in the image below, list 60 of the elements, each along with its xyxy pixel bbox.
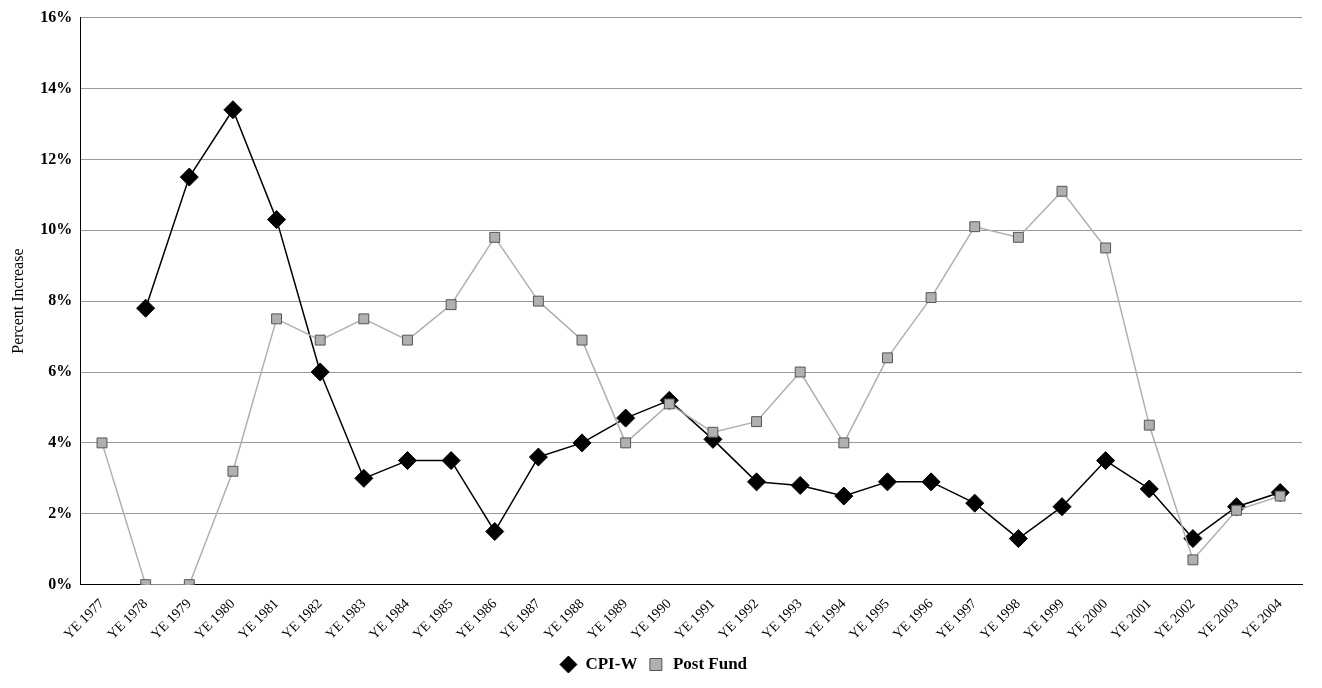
x-tick-label: YE 1991 bbox=[671, 595, 718, 642]
point bbox=[271, 313, 283, 325]
point bbox=[1187, 554, 1199, 566]
x-tick-label: YE 1981 bbox=[235, 595, 282, 642]
point bbox=[969, 221, 981, 233]
point bbox=[834, 486, 854, 506]
y-tick-label: 16% bbox=[40, 7, 73, 25]
point bbox=[1096, 451, 1116, 471]
y-tick-label: 6% bbox=[48, 362, 73, 380]
y-tick-label: 12% bbox=[40, 149, 73, 167]
point bbox=[397, 451, 417, 471]
point bbox=[572, 433, 592, 453]
point bbox=[1052, 497, 1072, 517]
point bbox=[445, 299, 457, 311]
point bbox=[485, 521, 505, 541]
point bbox=[136, 298, 156, 318]
point bbox=[314, 334, 326, 346]
point bbox=[528, 447, 548, 467]
point bbox=[1012, 231, 1024, 243]
y-tick-label: 10% bbox=[40, 220, 73, 238]
point bbox=[877, 472, 897, 492]
point bbox=[882, 352, 893, 364]
y-tick-label: 8% bbox=[48, 291, 73, 309]
point bbox=[227, 465, 239, 477]
point bbox=[1056, 185, 1068, 197]
point bbox=[838, 437, 850, 449]
point bbox=[921, 472, 941, 492]
y-tick-label: 4% bbox=[48, 433, 73, 451]
point bbox=[1143, 419, 1155, 431]
point bbox=[441, 451, 461, 471]
y-tick-label: 2% bbox=[48, 503, 73, 521]
point bbox=[707, 426, 719, 438]
point bbox=[358, 313, 370, 325]
point bbox=[179, 167, 199, 187]
point bbox=[747, 472, 767, 492]
y-tick-label: 14% bbox=[40, 78, 73, 96]
point bbox=[402, 334, 413, 346]
point bbox=[925, 292, 937, 304]
point bbox=[1183, 529, 1203, 549]
point bbox=[965, 493, 985, 513]
y-tick-label: 0% bbox=[48, 574, 73, 592]
point bbox=[310, 362, 330, 382]
point bbox=[751, 416, 762, 428]
y-axis-title: Percent Increase bbox=[8, 248, 26, 354]
point bbox=[489, 231, 501, 243]
point bbox=[1139, 479, 1159, 499]
point bbox=[532, 295, 544, 307]
legend-label: CPI-W bbox=[585, 653, 638, 673]
point bbox=[794, 366, 806, 378]
point bbox=[354, 468, 374, 488]
point bbox=[267, 210, 287, 230]
point bbox=[223, 100, 243, 120]
point bbox=[1100, 242, 1112, 254]
point bbox=[96, 437, 108, 449]
point bbox=[1008, 529, 1028, 549]
point bbox=[576, 334, 588, 346]
point bbox=[616, 408, 636, 428]
point bbox=[620, 437, 632, 449]
legend-label: Post Fund bbox=[672, 653, 748, 673]
point bbox=[790, 475, 810, 495]
